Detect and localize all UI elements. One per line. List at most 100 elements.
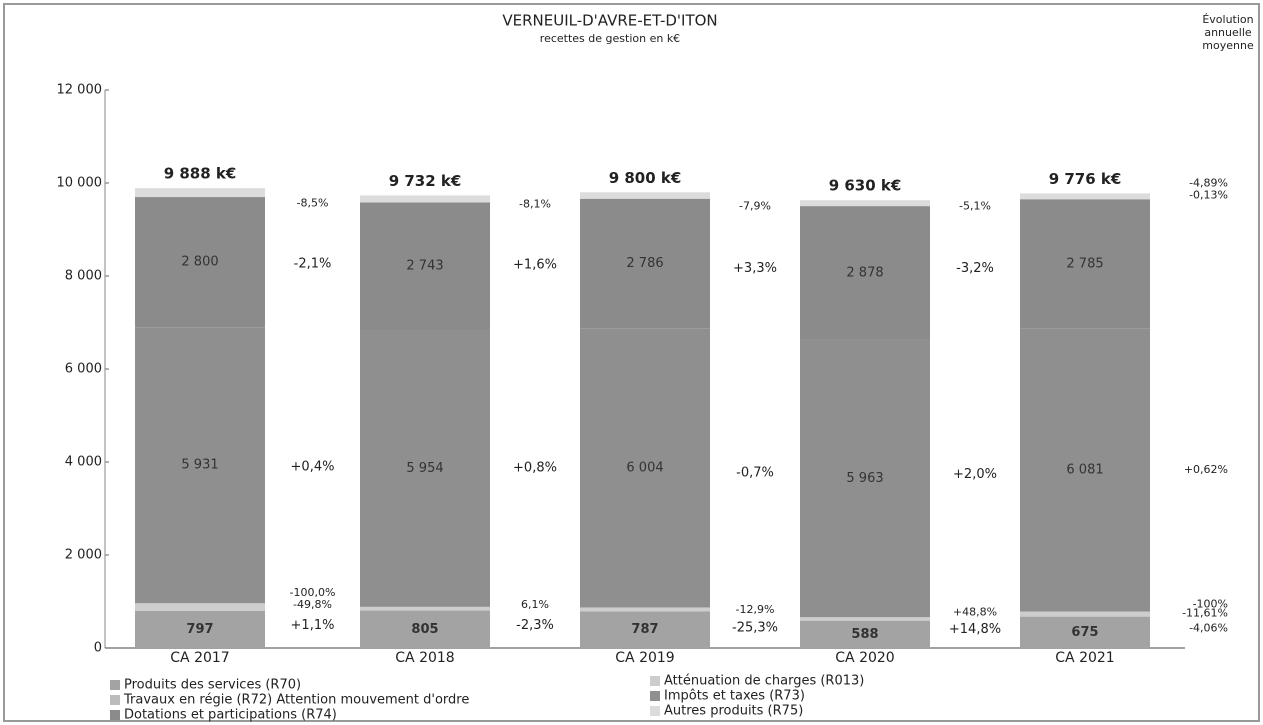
y-tick-label: 0: [94, 641, 102, 656]
bar-segment: [580, 607, 710, 612]
bar-segment: [800, 617, 930, 621]
bar-segment: [1020, 616, 1150, 648]
y-tick-label: 2 000: [65, 548, 102, 563]
evolution-label: -3,2%: [956, 261, 994, 276]
evolution-label: -49,8%: [293, 598, 332, 611]
legend-swatch: [110, 680, 120, 690]
segment-label: 6 004: [626, 460, 663, 475]
bar-segment: [360, 329, 490, 607]
evolution-label: -12,9%: [736, 603, 775, 616]
average-header: Évolution: [1202, 13, 1253, 26]
evolution-label: +1,1%: [291, 618, 335, 633]
segment-label: 797: [186, 622, 213, 637]
evolution-label: -7,9%: [739, 199, 771, 212]
legend-label: Atténuation de charges (R013): [664, 674, 864, 689]
bar-segment: [800, 200, 930, 207]
segment-label: 805: [411, 622, 438, 637]
bar-segment: [135, 610, 265, 648]
legend-label: Dotations et participations (R74): [124, 708, 337, 723]
average-evolution: -0,13%: [1189, 188, 1228, 201]
bar-segment: [580, 198, 710, 329]
legend-swatch: [110, 710, 120, 720]
average-evolution: -11,61%: [1182, 607, 1228, 620]
bar-segment: [135, 188, 265, 198]
evolution-label: -8,5%: [297, 197, 329, 210]
segment-label: 2 800: [181, 255, 218, 270]
average-header: annuelle: [1204, 26, 1252, 39]
legend-label: Produits des services (R70): [124, 678, 301, 693]
average-header: moyenne: [1202, 39, 1254, 52]
segment-label: 787: [631, 622, 658, 637]
y-tick-label: 8 000: [65, 269, 102, 284]
total-label: 9 888 k€: [164, 165, 237, 183]
segment-label: 2 878: [846, 266, 883, 281]
total-label: 9 732 k€: [389, 172, 462, 190]
evolution-label: +1,6%: [513, 257, 557, 272]
chart-title: VERNEUIL-D'AVRE-ET-D'ITON: [502, 12, 717, 30]
bar-segment: [1020, 328, 1150, 612]
x-tick-label: CA 2017: [170, 650, 229, 666]
evolution-label: +0,4%: [291, 459, 335, 474]
evolution-label: +14,8%: [949, 622, 1001, 637]
x-tick-label: CA 2021: [1055, 650, 1114, 666]
evolution-label: +2,0%: [953, 467, 997, 482]
x-tick-label: CA 2018: [395, 650, 454, 666]
evolution-label: -8,1%: [519, 198, 551, 211]
y-tick-label: 4 000: [65, 455, 102, 470]
bar-segment: [360, 202, 490, 330]
segment-label: 5 954: [406, 461, 443, 476]
bar-segment: [135, 603, 265, 611]
bar-segment: [135, 327, 265, 604]
bar-segment: [800, 339, 930, 618]
legend-label: Travaux en régie (R72) Attention mouveme…: [123, 693, 469, 708]
legend-label: Impôts et taxes (R73): [664, 689, 805, 704]
bar-segment: [360, 606, 490, 611]
evolution-label: +0,8%: [513, 461, 557, 476]
bar-segment: [135, 197, 265, 328]
bar-segment: [1020, 199, 1150, 329]
bar-segment: [360, 610, 490, 648]
legend-swatch: [650, 706, 660, 716]
segment-label: 2 743: [406, 259, 443, 274]
legend-swatch: [650, 691, 660, 701]
bar-segment: [800, 206, 930, 340]
legend-label: Autres produits (R75): [664, 704, 803, 719]
evolution-label: -100,0%: [290, 586, 336, 599]
legend-swatch: [650, 676, 660, 686]
bar-segment: [800, 620, 930, 648]
bar-segment: [1020, 611, 1150, 617]
total-label: 9 776 k€: [1049, 170, 1122, 188]
segment-label: 6 081: [1066, 463, 1103, 478]
evolution-label: -2,3%: [516, 618, 554, 633]
bar-segment: [360, 195, 490, 203]
evolution-label: +3,3%: [733, 261, 777, 276]
total-label: 9 800 k€: [609, 169, 682, 187]
average-evolution: -100%: [1193, 598, 1228, 611]
evolution-label: +48,8%: [953, 606, 997, 619]
segment-label: 2 786: [626, 256, 663, 271]
bar-segment: [580, 328, 710, 608]
bar-segment: [580, 192, 710, 199]
evolution-label: -25,3%: [732, 621, 778, 636]
segment-label: 675: [1071, 625, 1098, 640]
x-tick-label: CA 2020: [835, 650, 894, 666]
y-tick-label: 10 000: [57, 176, 103, 191]
legend-swatch: [110, 695, 120, 705]
segment-label: 5 963: [846, 471, 883, 486]
evolution-label: -5,1%: [959, 200, 991, 213]
average-evolution: -4,06%: [1189, 621, 1228, 634]
bar-segment: [580, 611, 710, 648]
segment-label: 588: [851, 627, 878, 642]
total-label: 9 630 k€: [829, 177, 902, 195]
y-tick-label: 12 000: [57, 83, 103, 98]
average-evolution: +0,62%: [1184, 463, 1228, 476]
segment-label: 2 785: [1066, 256, 1103, 271]
evolution-label: 6,1%: [521, 598, 549, 611]
chart-subtitle: recettes de gestion en k€: [540, 32, 680, 45]
evolution-label: -0,7%: [736, 466, 774, 481]
bar-segment: [1020, 193, 1150, 200]
y-tick-label: 6 000: [65, 362, 102, 377]
evolution-label: -2,1%: [294, 257, 332, 272]
x-tick-label: CA 2019: [615, 650, 674, 666]
